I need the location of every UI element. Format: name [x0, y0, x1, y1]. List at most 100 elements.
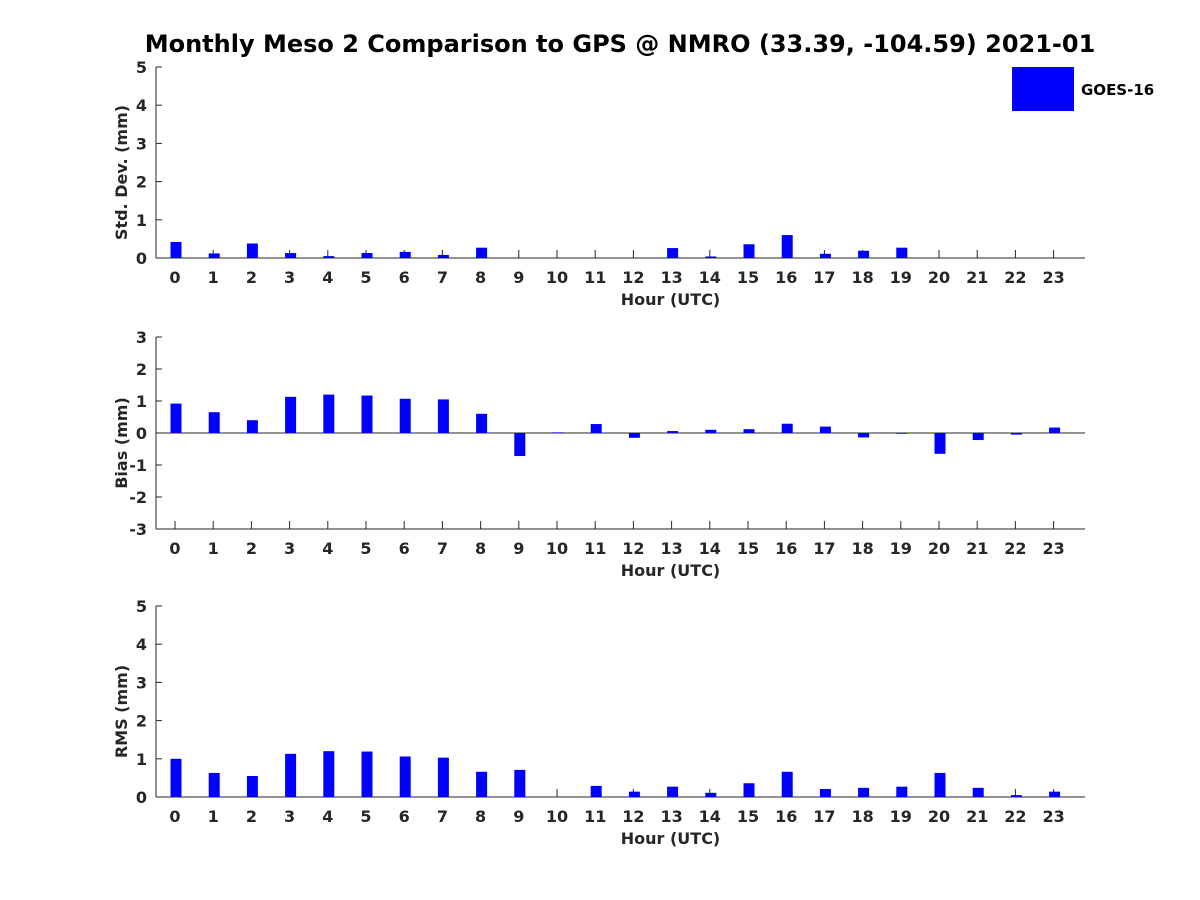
x-tick-label: 10 [546, 268, 568, 287]
y-tick-label: 5 [136, 597, 147, 616]
x-tick-label: 9 [513, 268, 524, 287]
bar-hour-2 [246, 243, 258, 258]
y-tick-label: 3 [136, 328, 147, 347]
y-tick-label: 4 [136, 96, 147, 115]
x-tick-label: 6 [399, 807, 410, 826]
x-tick-label: 23 [1042, 807, 1064, 826]
bar-hour-7 [437, 757, 449, 797]
bar-hour-1 [208, 412, 220, 433]
y-tick-label: 1 [136, 392, 147, 411]
x-tick-label: 11 [584, 539, 606, 558]
x-tick-label: 1 [208, 268, 219, 287]
x-tick-label: 5 [360, 268, 371, 287]
y-tick-label: 0 [136, 424, 147, 443]
bar-hour-16 [781, 423, 793, 433]
bar-hour-17 [819, 253, 831, 258]
x-tick-label: 7 [437, 807, 448, 826]
bar-hour-10 [552, 432, 564, 434]
bar-hour-18 [858, 433, 870, 438]
x-tick-label: 7 [437, 539, 448, 558]
x-tick-label: 17 [813, 268, 835, 287]
bar-hour-5 [361, 751, 373, 797]
x-tick-label: 1 [208, 807, 219, 826]
y-tick-label: 1 [136, 211, 147, 230]
x-tick-label: 20 [928, 268, 950, 287]
x-tick-label: 18 [851, 807, 873, 826]
x-tick-label: 16 [775, 539, 797, 558]
bar-hour-22 [1010, 433, 1022, 435]
x-tick-label: 19 [890, 268, 912, 287]
bar-hour-1 [208, 253, 220, 258]
x-tick-label: 5 [360, 539, 371, 558]
bar-hour-12 [628, 433, 640, 438]
bar-hour-4 [323, 394, 335, 433]
bar-hour-13 [667, 431, 679, 433]
x-tick-label: 12 [622, 268, 644, 287]
bar-hour-3 [285, 753, 297, 797]
x-axis-label: Hour (UTC) [621, 561, 721, 580]
bar-hour-3 [285, 396, 297, 433]
y-tick-label: 3 [136, 673, 147, 692]
y-tick-label: 1 [136, 750, 147, 769]
y-tick-label: 0 [136, 249, 147, 268]
x-tick-label: 8 [475, 539, 486, 558]
bar-hour-8 [476, 771, 488, 797]
x-tick-label: 20 [928, 539, 950, 558]
x-tick-label: 14 [699, 539, 721, 558]
x-tick-label: 23 [1042, 268, 1064, 287]
y-tick-label: 3 [136, 134, 147, 153]
x-tick-label: 11 [584, 807, 606, 826]
bar-hour-9 [514, 769, 526, 797]
bar-hour-13 [667, 248, 679, 258]
bar-hour-19 [896, 786, 908, 797]
x-tick-label: 18 [851, 268, 873, 287]
bar-hour-0 [170, 403, 182, 433]
x-axis-label: Hour (UTC) [621, 290, 721, 309]
bar-hour-6 [399, 398, 411, 433]
bar-hour-15 [743, 429, 755, 433]
x-tick-label: 18 [851, 539, 873, 558]
x-tick-label: 13 [660, 807, 682, 826]
bar-hour-21 [972, 787, 984, 797]
bar-hour-23 [1049, 791, 1061, 797]
x-tick-label: 9 [513, 807, 524, 826]
x-tick-label: 17 [813, 807, 835, 826]
x-tick-label: 3 [284, 539, 295, 558]
x-tick-label: 3 [284, 268, 295, 287]
y-tick-label: -3 [129, 520, 147, 539]
x-tick-label: 0 [169, 807, 180, 826]
bar-hour-15 [743, 244, 755, 258]
x-tick-label: 3 [284, 807, 295, 826]
y-tick-label: 0 [136, 788, 147, 807]
x-tick-label: 22 [1004, 539, 1026, 558]
y-tick-label: -1 [129, 456, 147, 475]
bar-hour-1 [208, 772, 220, 797]
x-tick-label: 15 [737, 539, 759, 558]
bar-hour-14 [705, 429, 717, 433]
x-tick-label: 0 [169, 539, 180, 558]
y-tick-label: 4 [136, 635, 147, 654]
x-tick-label: 16 [775, 268, 797, 287]
x-tick-label: 17 [813, 539, 835, 558]
x-tick-label: 4 [322, 268, 333, 287]
x-tick-label: 13 [660, 539, 682, 558]
x-tick-label: 14 [699, 268, 721, 287]
x-tick-label: 4 [322, 807, 333, 826]
bar-hour-6 [399, 251, 411, 258]
bar-hour-13 [667, 786, 679, 797]
x-tick-label: 19 [890, 807, 912, 826]
y-tick-label: 2 [136, 173, 147, 192]
bar-hour-11 [590, 785, 602, 797]
chart-title: Monthly Meso 2 Comparison to GPS @ NMRO … [144, 30, 1096, 58]
bar-hour-17 [819, 426, 831, 433]
x-tick-label: 21 [966, 539, 988, 558]
x-tick-label: 2 [246, 539, 257, 558]
bar-hour-5 [361, 395, 373, 433]
x-tick-label: 6 [399, 539, 410, 558]
bar-hour-4 [323, 256, 335, 258]
x-tick-label: 4 [322, 539, 333, 558]
x-tick-label: 8 [475, 268, 486, 287]
bar-hour-21 [972, 433, 984, 441]
